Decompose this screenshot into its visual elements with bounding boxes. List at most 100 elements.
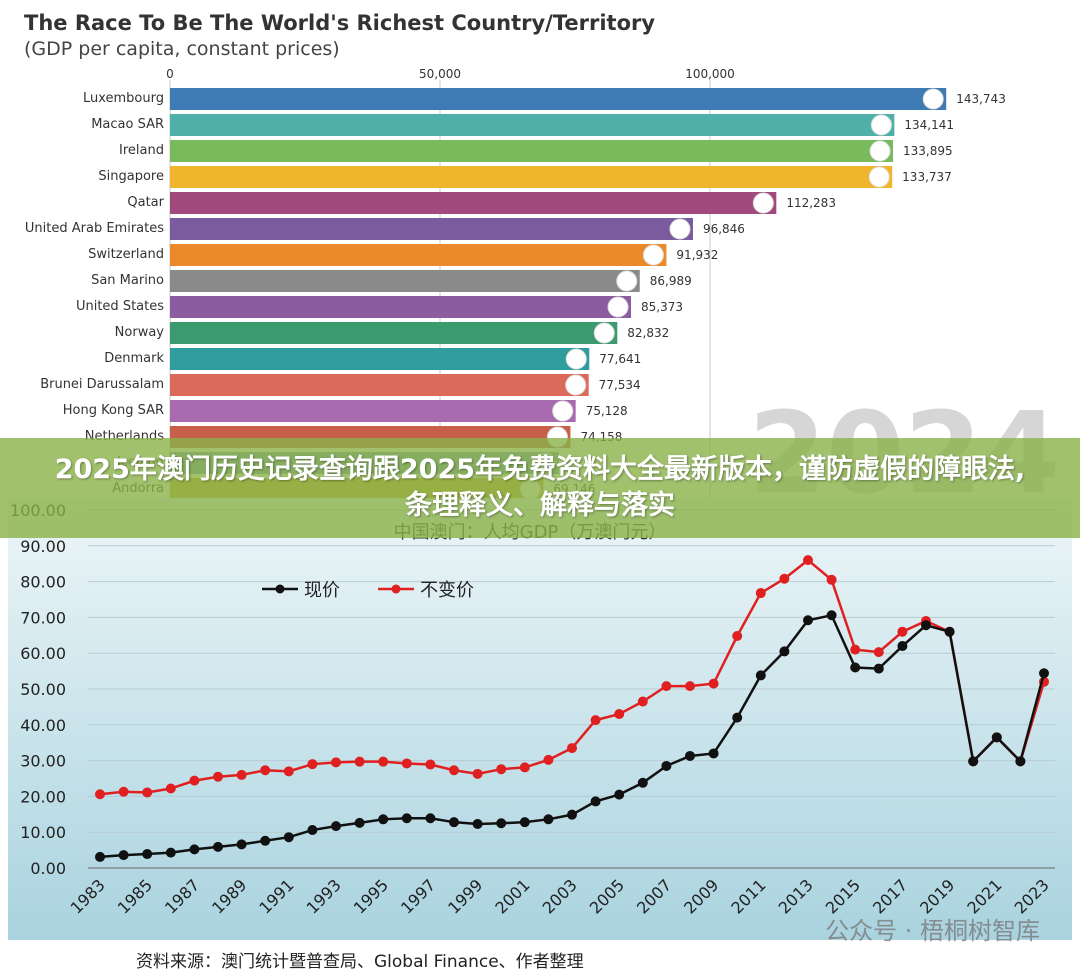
flag-icon [868, 166, 890, 188]
data-point [496, 764, 507, 775]
bar [170, 114, 895, 136]
data-point [472, 818, 483, 829]
data-point [401, 758, 412, 769]
bar [170, 296, 632, 318]
flag-icon [752, 192, 774, 214]
category-label: Switzerland [88, 247, 164, 262]
data-point [472, 768, 483, 779]
bar [170, 400, 576, 422]
headline-text: 2025年澳门历史记录查询跟2025年免费资料大全最新版本，谨防虚假的障眼法,条… [54, 454, 1026, 521]
y-tick-label: 0.00 [30, 859, 66, 878]
data-point [590, 715, 601, 726]
data-point [732, 631, 743, 642]
legend-marker [391, 584, 401, 594]
data-point [142, 787, 153, 798]
value-label: 112,283 [786, 196, 836, 210]
data-point [567, 809, 577, 820]
bar [170, 270, 640, 292]
bar [170, 192, 777, 214]
y-tick-label: 80.00 [20, 573, 66, 592]
bar [170, 218, 693, 240]
data-point [826, 610, 837, 621]
y-tick-label: 20.00 [20, 787, 66, 806]
data-point [307, 759, 318, 770]
bar [170, 166, 893, 188]
data-point [236, 839, 247, 850]
bar-row: Ireland 133,895 [119, 140, 953, 162]
data-point [661, 681, 672, 692]
data-point [331, 757, 341, 768]
data-point [189, 844, 200, 855]
data-point [779, 646, 790, 657]
data-point [685, 681, 695, 692]
data-point [331, 821, 341, 832]
data-point [590, 796, 601, 807]
data-point [708, 678, 719, 689]
bar-row: United States 85,373 [76, 296, 683, 318]
data-point [378, 756, 389, 767]
bar-row: United Arab Emirates 96,846 [25, 218, 745, 240]
value-label: 86,989 [650, 274, 692, 288]
value-label: 134,141 [904, 118, 954, 132]
data-point [213, 771, 223, 782]
value-label: 96,846 [703, 222, 745, 236]
data-point [95, 851, 105, 862]
data-point [425, 759, 436, 770]
data-point [614, 789, 625, 800]
bar-row: Luxembourg 143,743 [83, 88, 1006, 110]
data-point [897, 641, 908, 652]
data-point [496, 818, 507, 829]
bar-row: Brunei Darussalam 77,534 [40, 374, 641, 396]
data-point [189, 775, 200, 786]
bar-row: Denmark 77,641 [104, 348, 641, 370]
data-point [378, 814, 389, 825]
legend-label: 不变价 [420, 580, 474, 601]
data-point [425, 813, 436, 824]
data-point [165, 783, 176, 794]
data-point [944, 626, 955, 637]
bar [170, 140, 894, 162]
y-tick-label: 30.00 [20, 752, 66, 771]
data-point [260, 765, 271, 776]
data-point [449, 765, 459, 776]
bar-row: Singapore 133,737 [98, 166, 952, 188]
x-tick-label: 100,000 [685, 67, 735, 81]
plot-area [8, 498, 1072, 940]
y-tick-label: 60.00 [20, 644, 66, 663]
chart-subtitle: (GDP per capita, constant prices) [24, 38, 340, 60]
flag-icon [922, 88, 944, 110]
value-label: 75,128 [586, 404, 628, 418]
data-point [142, 849, 153, 860]
category-label: United Arab Emirates [25, 221, 164, 236]
data-point [732, 712, 743, 723]
data-point [354, 756, 365, 767]
data-point [283, 832, 294, 843]
data-point [755, 670, 766, 681]
bar-row: San Marino 86,989 [91, 270, 692, 292]
value-label: 77,641 [599, 352, 641, 366]
gdp-ranking-bar-chart: 2024 The Race To Be The World's Richest … [24, 11, 1060, 500]
data-point [519, 762, 530, 773]
bar [170, 322, 618, 344]
data-point [637, 696, 648, 707]
data-point [873, 647, 884, 658]
data-point [873, 663, 884, 674]
category-label: Ireland [119, 143, 164, 158]
category-label: Norway [115, 325, 165, 340]
flag-icon [870, 114, 892, 136]
source-note: 资料来源：澳门统计暨普查局、Global Finance、作者整理 [136, 952, 584, 972]
data-point [118, 850, 129, 861]
macao-gdp-line-chart: 中国澳门：人均GDP（万澳门元） 0.0010.0020.0030.0040.0… [8, 498, 1072, 972]
data-point [897, 626, 908, 637]
bar-row: Hong Kong SAR 75,128 [63, 400, 628, 422]
category-label: Brunei Darussalam [40, 377, 164, 392]
data-point [661, 760, 672, 771]
value-label: 85,373 [641, 300, 683, 314]
data-point [637, 777, 648, 788]
data-point [685, 750, 695, 761]
bar-row: Qatar 112,283 [127, 192, 836, 214]
data-point [755, 588, 766, 599]
flag-icon [616, 270, 638, 292]
data-point [614, 709, 625, 720]
data-point [165, 847, 176, 858]
